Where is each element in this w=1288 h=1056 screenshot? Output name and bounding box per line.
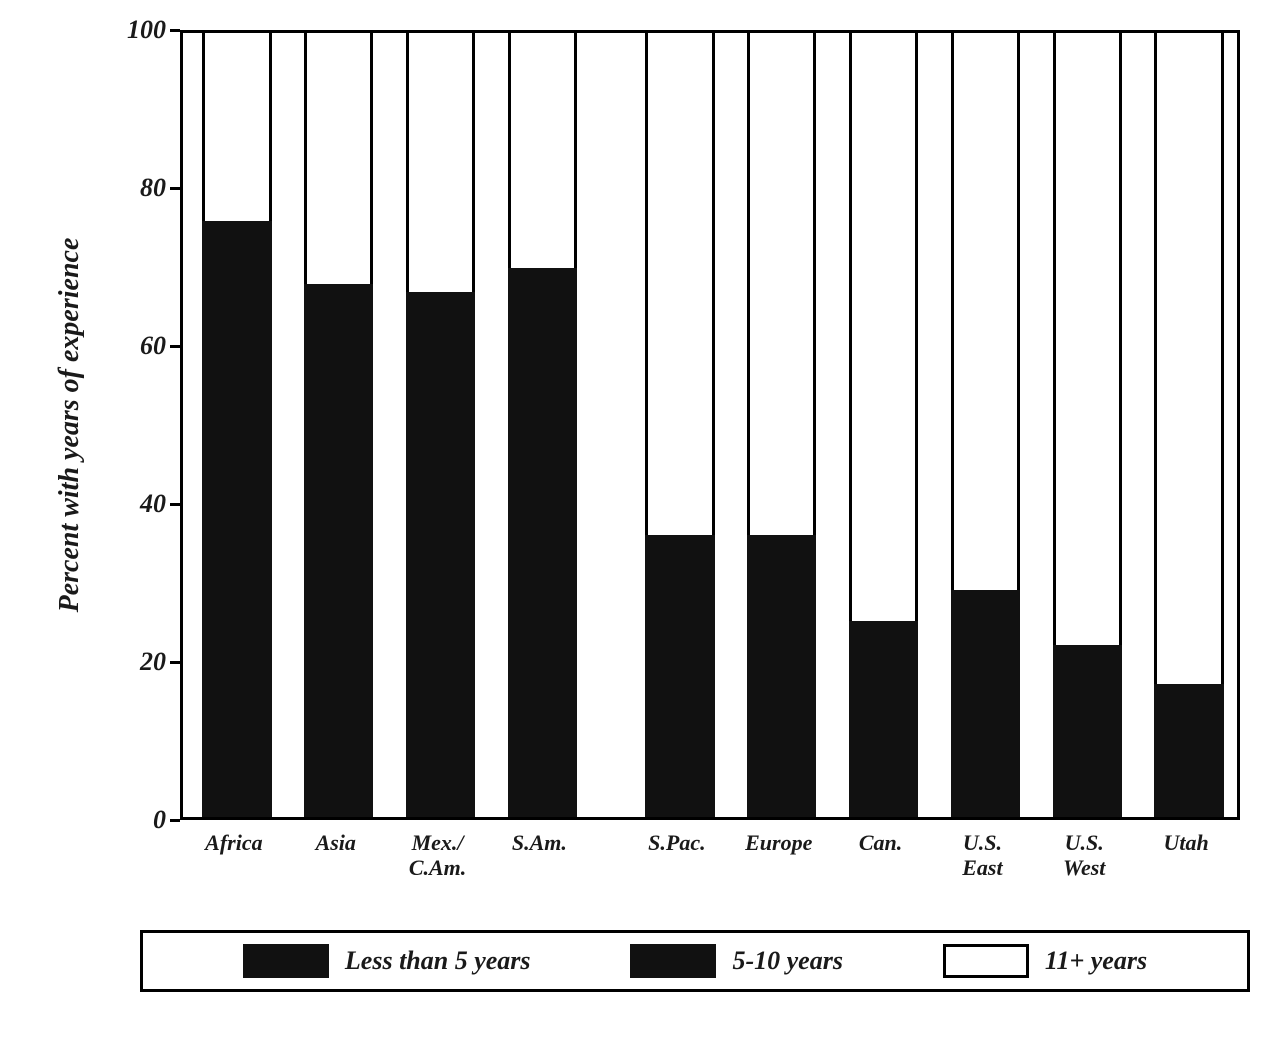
bar-segment-light — [508, 33, 577, 268]
bar-segment-dark — [747, 535, 816, 817]
legend-item: 11+ years — [943, 944, 1147, 978]
bar — [1154, 33, 1223, 817]
bar-segment-dark — [1154, 684, 1223, 817]
legend-item: Less than 5 years — [243, 944, 531, 978]
y-tick-mark — [170, 503, 180, 506]
bar — [202, 33, 271, 817]
bar — [951, 33, 1020, 817]
legend-label: 5-10 years — [732, 946, 842, 976]
bar-segment-dark — [849, 621, 918, 817]
x-tick-label: Mex./ C.Am. — [403, 820, 472, 881]
y-axis-label: Percent with years of experience — [54, 238, 86, 613]
bar-segment-dark — [202, 221, 271, 817]
bar-segment-light — [645, 33, 714, 535]
bar — [645, 33, 714, 817]
bar-segment-light — [747, 33, 816, 535]
legend-swatch — [243, 944, 329, 978]
bar-segment-light — [1053, 33, 1122, 645]
x-tick-label: S.Pac. — [642, 820, 711, 855]
bar — [508, 33, 577, 817]
bar-segment-dark — [304, 284, 373, 817]
y-tick-mark — [170, 819, 180, 822]
legend-swatch — [630, 944, 716, 978]
y-tick-mark — [170, 661, 180, 664]
y-tick-mark — [170, 29, 180, 32]
chart: Percent with years of experience 0204060… — [180, 30, 1240, 820]
x-tick-label: S.Am. — [505, 820, 574, 855]
bar-segment-dark — [951, 590, 1020, 817]
bar-segment-light — [406, 33, 475, 292]
bar — [849, 33, 918, 817]
y-tick-mark — [170, 345, 180, 348]
bar-segment-light — [951, 33, 1020, 590]
x-tick-label: Africa — [199, 820, 268, 855]
legend-swatch — [943, 944, 1029, 978]
x-tick-label: U.S. East — [948, 820, 1017, 881]
plot-area — [180, 30, 1240, 820]
bar-segment-light — [202, 33, 271, 221]
bar-segment-light — [304, 33, 373, 284]
x-tick-label: Europe — [744, 820, 813, 855]
bar — [304, 33, 373, 817]
bar-segment-light — [849, 33, 918, 621]
y-tick-mark — [170, 187, 180, 190]
x-tick-label: Can. — [846, 820, 915, 855]
x-tick-label: Utah — [1151, 820, 1220, 855]
legend-label: 11+ years — [1045, 946, 1147, 976]
bar-segment-dark — [406, 292, 475, 817]
legend-label: Less than 5 years — [345, 946, 531, 976]
bar — [406, 33, 475, 817]
bar-segment-dark — [508, 268, 577, 817]
legend-item: 5-10 years — [630, 944, 842, 978]
legend: Less than 5 years 5-10 years 11+ years — [140, 930, 1250, 992]
bar-segment-dark — [1053, 645, 1122, 817]
bar-segment-dark — [645, 535, 714, 817]
bar — [747, 33, 816, 817]
bar-segment-light — [1154, 33, 1223, 684]
bar — [1053, 33, 1122, 817]
x-tick-label: Asia — [301, 820, 370, 855]
x-tick-label: U.S. West — [1050, 820, 1119, 881]
